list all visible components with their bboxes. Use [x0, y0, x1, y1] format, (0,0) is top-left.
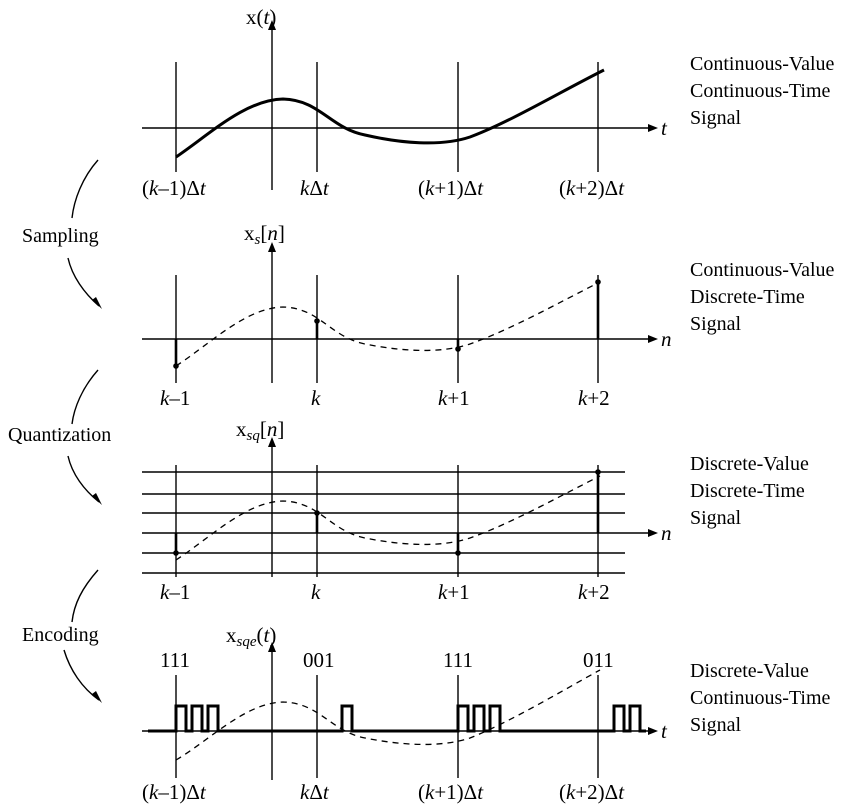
reference-curve	[175, 281, 601, 367]
tick-label: k	[311, 580, 321, 604]
reference-curve	[175, 669, 601, 761]
code-label: 111	[160, 648, 190, 672]
curved-arrow-upper-icon	[71, 369, 99, 425]
x-axis-label: t	[661, 116, 668, 140]
n-axis-arrow-icon	[648, 529, 658, 537]
tick-label: k–1	[160, 386, 190, 410]
tick-label: k+2	[578, 580, 610, 604]
amplitude-axis-arrow-icon	[268, 20, 276, 30]
step-label-sampling: Sampling	[22, 225, 99, 247]
reference-curve	[175, 475, 601, 561]
amplitude-axis-arrow-icon	[268, 437, 276, 447]
description-line: Discrete-Value	[690, 660, 809, 682]
y-axis-label: xs[n]	[244, 221, 285, 248]
code-label: 111	[443, 648, 473, 672]
sample-dot	[455, 346, 461, 352]
curved-arrow-lower-icon	[63, 649, 100, 701]
t-axis-arrow-icon	[648, 124, 658, 132]
x-axis-label: t	[661, 719, 668, 743]
x-axis-label: n	[661, 327, 672, 351]
y-axis-label: xsqe(t)	[226, 623, 276, 650]
arrow-head-icon	[92, 493, 102, 505]
curved-arrow-upper-icon	[71, 159, 99, 219]
amplitude-axis-arrow-icon	[268, 242, 276, 252]
tick-label: k–1	[160, 580, 190, 604]
tick-label: (k–1)Δt	[142, 176, 207, 200]
step-label-quantization: Quantization	[8, 424, 111, 446]
description-line: Signal	[690, 313, 742, 335]
code-label: 011	[583, 648, 614, 672]
code-label: 001	[303, 648, 335, 672]
description-line: Discrete-Time	[690, 480, 805, 502]
tick-label: (k–1)Δt	[142, 780, 207, 804]
tick-label: kΔt	[300, 780, 330, 804]
amplitude-axis-arrow-icon	[268, 642, 276, 652]
sample-dot	[595, 279, 601, 285]
tick-label: (k+1)Δt	[418, 780, 484, 804]
process-arrows: Sampling Quantization Encoding	[8, 159, 111, 703]
quantized-dot	[314, 510, 320, 516]
t-axis-arrow-icon	[648, 727, 658, 735]
panel-encoded-signal: xsqe(t) t 111 001 111 011 (k–1)Δt kΔt (k…	[142, 623, 831, 804]
sample-dot	[173, 363, 179, 369]
x-axis-label: n	[661, 521, 672, 545]
arrow-head-icon	[92, 297, 102, 309]
arrow-head-icon	[92, 691, 102, 703]
y-axis-label: xsq[n]	[236, 417, 284, 444]
tick-label: k+1	[438, 580, 470, 604]
step-label-encoding: Encoding	[22, 624, 99, 646]
quantized-dot	[595, 469, 601, 475]
description-line: Discrete-Time	[690, 286, 805, 308]
tick-label: k	[311, 386, 321, 410]
tick-label: (k+2)Δt	[559, 780, 625, 804]
quantized-dot	[455, 550, 461, 556]
curved-arrow-upper-icon	[71, 569, 99, 623]
sample-dot	[314, 318, 320, 324]
encoded-pulse-train	[148, 704, 646, 733]
continuous-signal-curve	[175, 68, 605, 159]
description-line: Discrete-Value	[690, 453, 809, 475]
y-axis-label: x(t)	[246, 5, 276, 29]
tick-label: kΔt	[300, 176, 330, 200]
tick-label: (k+2)Δt	[559, 176, 625, 200]
quantized-dot	[173, 550, 179, 556]
description-line: Continuous-Time	[690, 687, 831, 709]
description-line: Continuous-Value	[690, 53, 835, 75]
description-line: Continuous-Value	[690, 259, 835, 281]
description-line: Signal	[690, 714, 742, 736]
tick-label: k+1	[438, 386, 470, 410]
n-axis-arrow-icon	[648, 335, 658, 343]
panel-sampled-signal: xs[n] n k–1 k k+1 k+2 Continuous-Value D…	[142, 221, 835, 410]
description-line: Continuous-Time	[690, 80, 831, 102]
description-line: Signal	[690, 507, 742, 529]
description-line: Signal	[690, 107, 742, 129]
panel-continuous-signal: x(t) t (k–1)Δt kΔt (k+1)Δt (k+2)Δt Conti…	[142, 5, 835, 200]
panel-quantized-signal: xsq[n] n k–1 k k+1 k+2 Discrete-Value Di…	[142, 417, 809, 604]
tick-label: (k+1)Δt	[418, 176, 484, 200]
tick-label: k+2	[578, 386, 610, 410]
